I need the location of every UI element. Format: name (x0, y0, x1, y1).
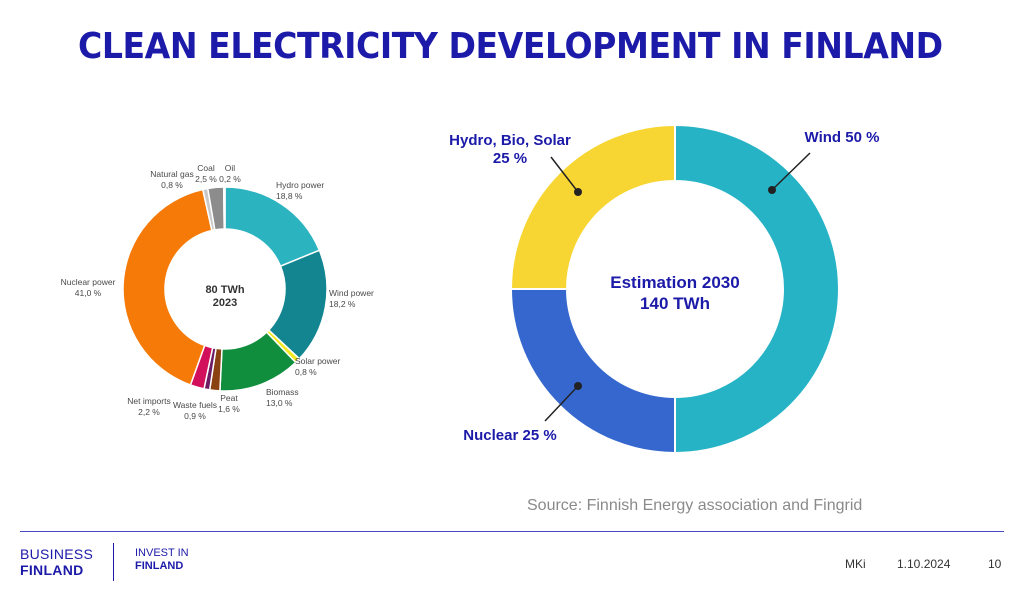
logo-separator (113, 543, 114, 581)
label-solar-power: Solar power 0,8 % (295, 356, 341, 377)
label-wind-power: Wind power 18,2 % (329, 288, 374, 309)
label-biomass: Biomass 13,0 % (266, 387, 299, 408)
business-finland-logo: BUSINESS FINLAND (20, 546, 93, 578)
donut-2030: Estimation 2030 140 TWh Wind 50 % Nuclear 2… (449, 123, 880, 455)
label-wind-50: Wind 50 % (805, 129, 880, 146)
donut-2030-center-label: Estimation 2030 140 TWh (610, 273, 739, 313)
label-nuclear-25: Nuclear 25 % (463, 427, 556, 444)
logo-line-2: FINLAND (20, 562, 84, 578)
leader-line (771, 152, 811, 191)
slice-nuclear-power (122, 188, 213, 386)
invest-line-2: FINLAND (135, 560, 184, 572)
label-hydro-power: Hydro power 18,8 % (276, 180, 324, 201)
page-title: CLEAN ELECTRICITY DEVELOPMENT IN FINLAND (78, 26, 943, 67)
invest-line-1: INVEST IN (135, 547, 189, 559)
label-peat: Peat 1,6 % (218, 393, 240, 414)
slice-hydro-bio-solar-25 (509, 123, 676, 290)
leader-dot (574, 188, 582, 196)
footer-divider (20, 531, 1004, 532)
label-hydro-bio-solar-25: Hydro, Bio, Solar 25 % (449, 132, 571, 167)
slice-hydro-power (224, 186, 321, 268)
label-net-imports: Net imports 2,2 % (127, 396, 170, 417)
invest-in-finland-logo: INVEST IN FINLAND (135, 547, 189, 573)
donut-2023-center-label: 80 TWh 2023 (205, 284, 244, 309)
slice-wind-50 (674, 123, 840, 455)
leader-dot (768, 186, 776, 194)
leader-line (544, 385, 579, 422)
leader-dot (574, 382, 582, 390)
slice-oil (222, 186, 226, 230)
label-natural-gas: Natural gas 0,8 % (150, 169, 193, 190)
label-nuclear-power: Nuclear power 41,0 % (61, 277, 116, 298)
slice-nuclear-25 (509, 288, 676, 455)
page-number: 10 (988, 557, 1002, 571)
footer-date: 1.10.2024 (897, 557, 951, 571)
label-oil: Oil 0,2 % (219, 163, 241, 184)
donut-2023: 80 TWh 2023 Hydro power 18,8 % Wind power 18,… (61, 163, 374, 421)
footer-author: MKi (845, 557, 866, 571)
logo-line-1: BUSINESS (20, 546, 94, 562)
source-note: Source: Finnish Energy association and F… (527, 497, 863, 514)
label-waste-fuels: Waste fuels 0,9 % (173, 400, 217, 421)
leader-line (550, 156, 579, 193)
label-coal: Coal 2,5 % (195, 163, 217, 184)
